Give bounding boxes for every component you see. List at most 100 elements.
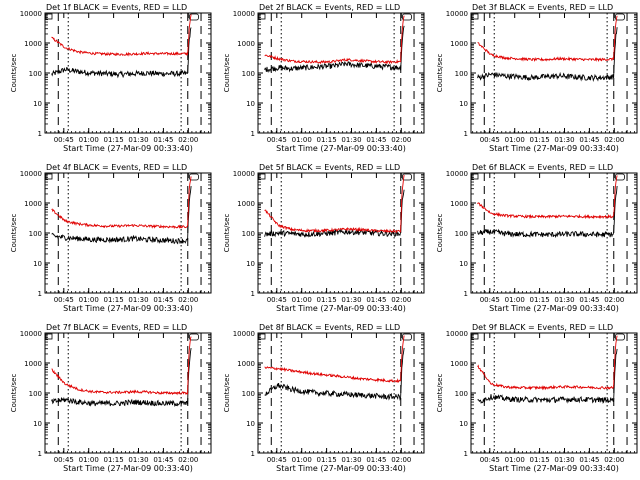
y-axis-label: Counts/sec — [223, 54, 231, 93]
plot-frame — [44, 172, 212, 294]
y-tick-label: 100 — [455, 70, 468, 78]
panel-title: Det 5f BLACK = Events, RED = LLD — [259, 163, 400, 172]
x-tick-label: 00:45 — [267, 136, 287, 144]
x-tick-label: 01:00 — [79, 136, 99, 144]
x-axis-label: Start Time (27-Mar-09 00:33:40) — [489, 304, 619, 313]
x-tick-label: 01:00 — [79, 296, 99, 304]
y-tick-label: 100 — [242, 230, 255, 238]
y-tick-label: 100 — [242, 70, 255, 78]
x-tick-label: 01:15 — [317, 136, 337, 144]
x-tick-label: 01:30 — [128, 456, 148, 464]
corner-flag-icon — [45, 173, 53, 180]
x-tick-label: 01:15 — [530, 456, 550, 464]
corner-flag-icon — [258, 333, 266, 340]
panel-det-5: Det 5f BLACK = Events, RED = LLD 1 10 100 10… — [223, 163, 425, 313]
x-tick-label: 01:30 — [554, 136, 574, 144]
panel-det-7: Det 7f BLACK = Events, RED = LLD 1 10 100 10… — [10, 323, 212, 473]
x-tick-label: 01:30 — [341, 456, 361, 464]
x-tick-label: 02:00 — [178, 136, 198, 144]
panel-det-4: Det 4f BLACK = Events, RED = LLD 1 10 100 10… — [10, 163, 212, 313]
panel-title: Det 9f BLACK = Events, RED = LLD — [472, 323, 613, 332]
y-tick-label: 10000 — [233, 170, 255, 178]
events-series-line — [264, 25, 405, 73]
y-tick-label: 1000 — [24, 200, 42, 208]
panel-title: Det 6f BLACK = Events, RED = LLD — [472, 163, 613, 172]
panel-title: Det 8f BLACK = Events, RED = LLD — [259, 323, 400, 332]
y-tick-label: 10 — [246, 260, 255, 268]
corner-flag-icon — [45, 333, 53, 340]
x-tick-label: 02:00 — [391, 296, 411, 304]
panel-det-9: Det 9f BLACK = Events, RED = LLD 1 10 100 10… — [436, 323, 638, 473]
lld-series-line — [264, 174, 405, 234]
x-tick-label: 01:15 — [317, 296, 337, 304]
x-tick-label: 01:45 — [579, 456, 599, 464]
x-tick-label: 01:30 — [554, 456, 574, 464]
y-tick-label: 100 — [29, 390, 42, 398]
lld-series-line — [51, 14, 192, 57]
plot-frame — [470, 332, 638, 454]
corner-flag-icon — [471, 13, 479, 20]
x-tick-label: 00:45 — [54, 296, 74, 304]
x-axis-label: Start Time (27-Mar-09 00:33:40) — [63, 464, 193, 473]
x-tick-label: 00:45 — [480, 136, 500, 144]
y-tick-label: 1000 — [24, 360, 42, 368]
panel-title: Det 1f BLACK = Events, RED = LLD — [46, 3, 187, 12]
x-tick-label: 02:00 — [604, 136, 624, 144]
y-tick-label: 10 — [459, 420, 468, 428]
y-tick-label: 100 — [455, 390, 468, 398]
x-tick-label: 01:00 — [505, 296, 525, 304]
lld-series-line — [477, 175, 618, 220]
corner-flag-icon — [471, 173, 479, 180]
events-series-line — [51, 348, 192, 407]
y-tick-label: 1 — [38, 290, 42, 298]
saa-flag-icon — [402, 173, 412, 181]
panel-det-3: Det 3f BLACK = Events, RED = LLD 1 10 100 10… — [436, 3, 638, 153]
events-series-line — [477, 27, 618, 82]
saa-flag-icon — [189, 13, 199, 21]
y-tick-label: 1 — [251, 290, 255, 298]
y-tick-label: 10 — [33, 260, 42, 268]
saa-flag-icon — [615, 13, 625, 21]
lld-series-line — [264, 15, 405, 65]
x-axis-label: Start Time (27-Mar-09 00:33:40) — [63, 304, 193, 313]
y-tick-label: 10000 — [233, 330, 255, 338]
x-tick-label: 00:45 — [54, 136, 74, 144]
x-tick-label: 01:00 — [505, 456, 525, 464]
y-tick-label: 10 — [33, 420, 42, 428]
panel-title: Det 2f BLACK = Events, RED = LLD — [259, 3, 400, 12]
x-tick-label: 01:15 — [104, 456, 124, 464]
x-tick-label: 01:45 — [366, 296, 386, 304]
y-axis-label: Counts/sec — [436, 374, 444, 413]
y-tick-label: 1000 — [450, 200, 468, 208]
y-axis-label: Counts/sec — [436, 214, 444, 253]
events-series-line — [477, 348, 618, 404]
x-tick-label: 01:45 — [579, 296, 599, 304]
y-tick-label: 10000 — [20, 170, 42, 178]
x-tick-label: 01:30 — [341, 296, 361, 304]
events-series-line — [477, 185, 618, 239]
y-tick-label: 1000 — [237, 40, 255, 48]
x-tick-label: 00:45 — [267, 296, 287, 304]
y-tick-label: 10000 — [20, 10, 42, 18]
y-axis-label: Counts/sec — [436, 54, 444, 93]
x-tick-label: 01:00 — [79, 456, 99, 464]
x-tick-label: 01:00 — [292, 296, 312, 304]
x-tick-label: 01:45 — [579, 136, 599, 144]
corner-flag-icon — [45, 13, 53, 20]
x-axis-label: Start Time (27-Mar-09 00:33:40) — [276, 304, 406, 313]
x-tick-label: 00:45 — [267, 456, 287, 464]
panel-title: Det 3f BLACK = Events, RED = LLD — [472, 3, 613, 12]
x-axis-label: Start Time (27-Mar-09 00:33:40) — [63, 144, 193, 153]
x-tick-label: 01:30 — [128, 296, 148, 304]
y-tick-label: 1 — [38, 130, 42, 138]
x-axis-label: Start Time (27-Mar-09 00:33:40) — [276, 144, 406, 153]
y-tick-label: 10 — [459, 100, 468, 108]
y-tick-label: 1000 — [450, 40, 468, 48]
plot-frame — [470, 172, 638, 294]
lld-series-line — [51, 176, 192, 230]
x-tick-label: 01:30 — [554, 296, 574, 304]
y-tick-label: 1000 — [237, 360, 255, 368]
x-tick-label: 01:45 — [153, 136, 173, 144]
plot-frame — [257, 12, 425, 134]
